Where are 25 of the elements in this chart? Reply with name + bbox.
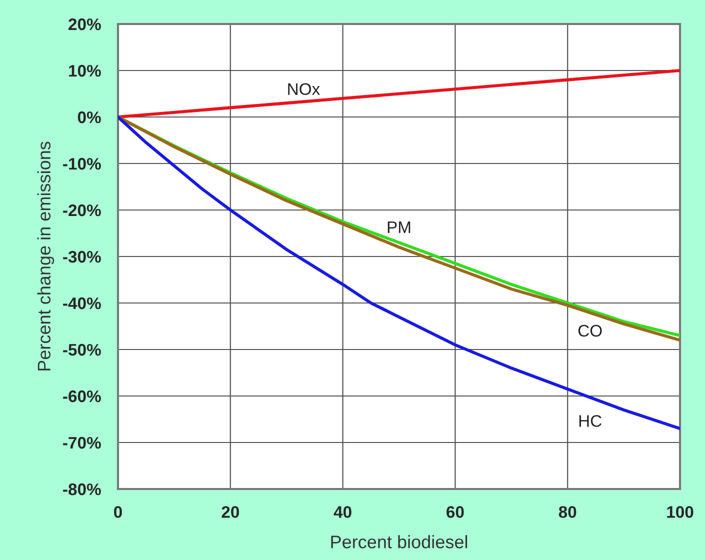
x-tick-label: 60 [446,506,464,518]
y-axis-title: Percent change in emissions [37,142,54,370]
series-label: PM [388,222,410,233]
y-tick-label: -50% [63,344,101,356]
series-label: CO [578,324,602,337]
y-tick-label: 20% [68,18,101,30]
y-tick-label: -40% [63,297,101,310]
y-tick-label: -70% [63,436,101,449]
x-tick-label: 40 [334,506,352,518]
y-tick-label: -20% [63,204,101,216]
x-tick-label: 100 [667,506,694,518]
x-axis-title: Percent biodiesel [331,535,468,548]
y-tick-label: -80% [63,483,101,496]
y-tick-label: 0% [78,111,101,124]
y-tick-label: 10% [69,64,101,77]
y-tick-label: -60% [63,390,101,402]
line-series [118,68,680,119]
series-label: NOx [288,83,320,96]
line-series [118,115,680,430]
y-tick-label: -10% [63,158,101,170]
x-tick-label: 80 [558,506,576,518]
y-tick-label: -30% [63,250,101,263]
series-label: HC [579,415,602,427]
x-tick-label: 20 [222,506,239,518]
x-tick-label: 0 [114,506,122,518]
